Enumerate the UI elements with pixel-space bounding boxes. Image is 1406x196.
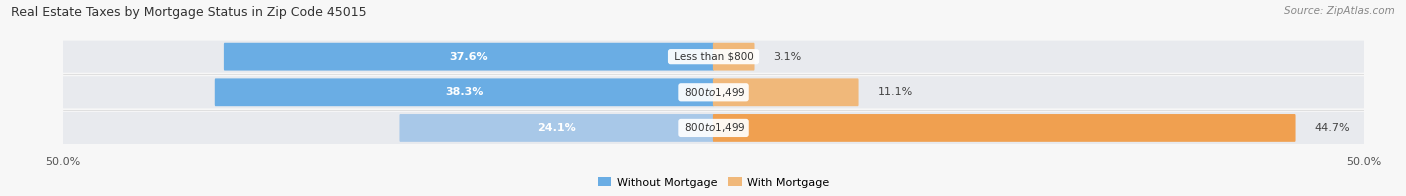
- Text: 24.1%: 24.1%: [537, 123, 576, 133]
- Text: $800 to $1,499: $800 to $1,499: [681, 122, 747, 134]
- FancyBboxPatch shape: [62, 76, 1365, 108]
- Text: Less than $800: Less than $800: [671, 52, 756, 62]
- Text: Source: ZipAtlas.com: Source: ZipAtlas.com: [1284, 6, 1395, 16]
- FancyBboxPatch shape: [62, 112, 1365, 144]
- FancyBboxPatch shape: [713, 43, 755, 71]
- Text: 37.6%: 37.6%: [450, 52, 488, 62]
- FancyBboxPatch shape: [224, 43, 714, 71]
- Legend: Without Mortgage, With Mortgage: Without Mortgage, With Mortgage: [593, 173, 834, 192]
- FancyBboxPatch shape: [399, 114, 714, 142]
- Text: 3.1%: 3.1%: [773, 52, 801, 62]
- FancyBboxPatch shape: [713, 114, 1295, 142]
- FancyBboxPatch shape: [713, 78, 859, 106]
- FancyBboxPatch shape: [62, 41, 1365, 73]
- FancyBboxPatch shape: [215, 78, 714, 106]
- Text: 44.7%: 44.7%: [1315, 123, 1350, 133]
- Text: 38.3%: 38.3%: [446, 87, 484, 97]
- Text: 11.1%: 11.1%: [877, 87, 912, 97]
- Text: $800 to $1,499: $800 to $1,499: [681, 86, 747, 99]
- Text: Real Estate Taxes by Mortgage Status in Zip Code 45015: Real Estate Taxes by Mortgage Status in …: [11, 6, 367, 19]
